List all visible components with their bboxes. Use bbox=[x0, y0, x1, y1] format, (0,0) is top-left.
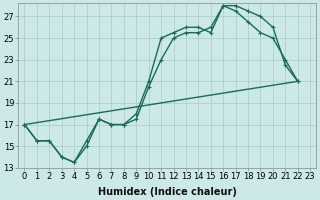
X-axis label: Humidex (Indice chaleur): Humidex (Indice chaleur) bbox=[98, 187, 237, 197]
